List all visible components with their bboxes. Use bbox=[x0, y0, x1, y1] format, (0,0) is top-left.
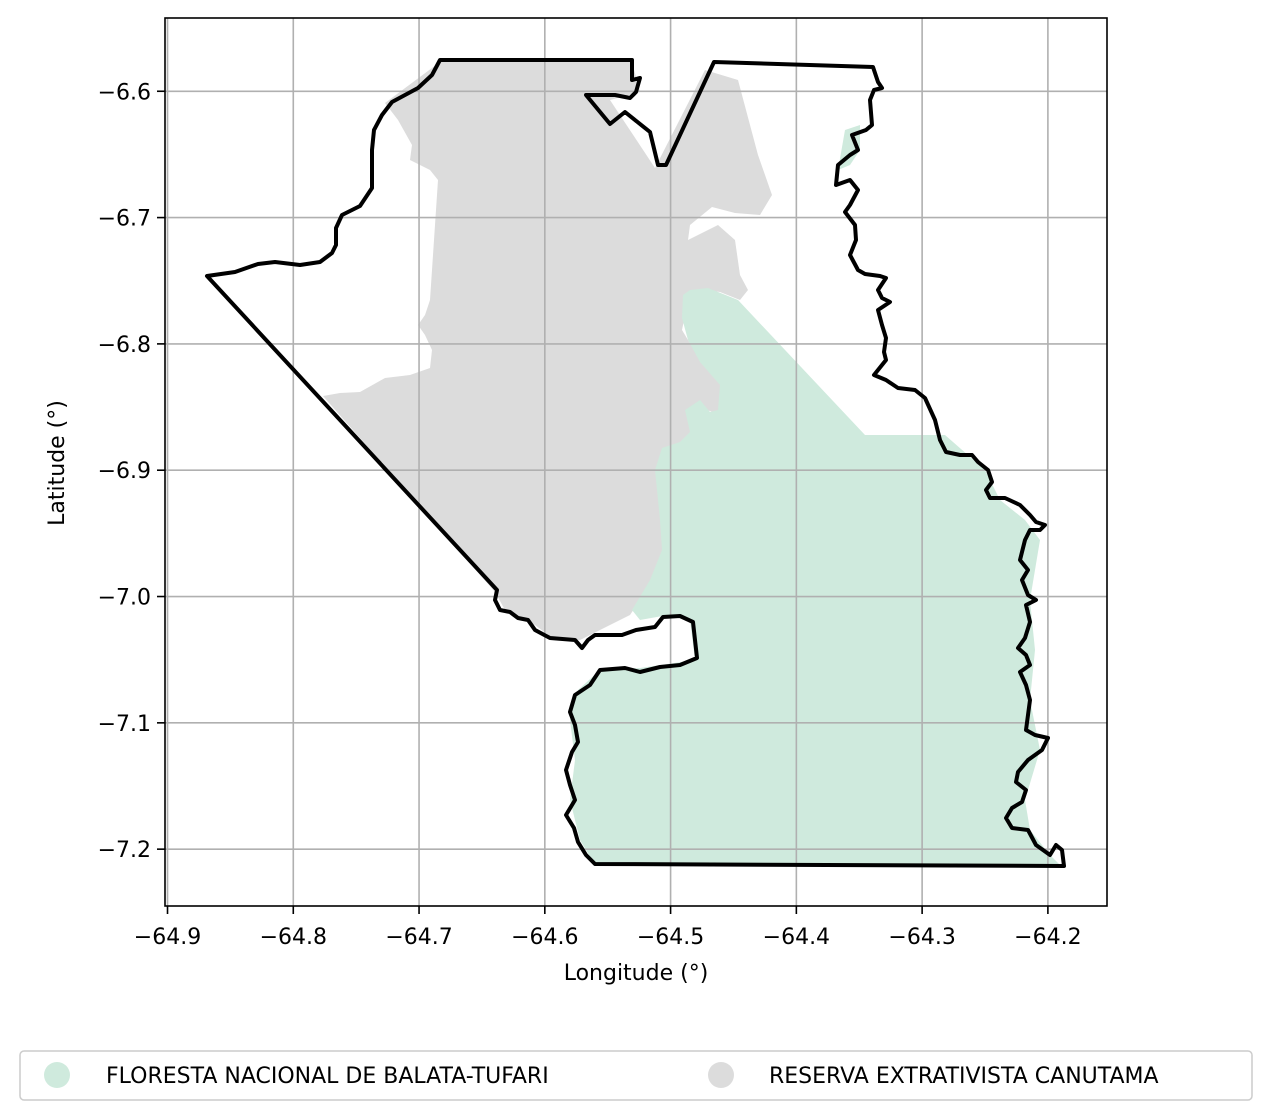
y-tick-label: −7.0 bbox=[98, 586, 151, 611]
legend-label-reserva: RESERVA EXTRATIVISTA CANUTAMA bbox=[769, 1064, 1159, 1089]
y-tick-label: −7.1 bbox=[98, 712, 151, 737]
y-tick-label: −7.2 bbox=[98, 838, 151, 863]
x-tick-label: −64.9 bbox=[134, 925, 201, 950]
x-tick-label: −64.2 bbox=[1014, 925, 1081, 950]
x-tick-label: −64.7 bbox=[385, 925, 452, 950]
grid-lines bbox=[165, 18, 1107, 906]
x-tick-label: −64.6 bbox=[511, 925, 578, 950]
y-axis-title: Latitude (°) bbox=[45, 400, 70, 526]
x-tick-label: −64.4 bbox=[763, 925, 830, 950]
y-tick-label: −6.7 bbox=[98, 207, 151, 232]
legend-marker-reserva bbox=[708, 1062, 734, 1088]
y-tick-label: −6.9 bbox=[98, 459, 151, 484]
legend: FLORESTA NACIONAL DE BALATA-TUFARI RESER… bbox=[19, 1050, 1253, 1101]
y-tick-label: −6.6 bbox=[98, 80, 151, 105]
legend-box bbox=[19, 1050, 1253, 1101]
legend-label-floresta: FLORESTA NACIONAL DE BALATA-TUFARI bbox=[106, 1064, 549, 1089]
plot-frame bbox=[164, 17, 1108, 907]
x-tick-label: −64.5 bbox=[637, 925, 704, 950]
y-axis-ticks: −6.6 −6.7 −6.8 −6.9 −7.0 −7.1 −7.2 bbox=[98, 80, 165, 863]
x-tick-label: −64.8 bbox=[260, 925, 327, 950]
floresta-nacional-de-balata-tufari-area bbox=[570, 288, 1060, 865]
y-tick-label: −6.8 bbox=[98, 333, 151, 358]
legend-marker-floresta bbox=[44, 1062, 70, 1088]
protected-area-boundary bbox=[205, 58, 1066, 868]
x-tick-label: −64.3 bbox=[888, 925, 955, 950]
x-axis-title: Longitude (°) bbox=[564, 961, 709, 986]
x-axis-ticks: −64.9 −64.8 −64.7 −64.6 −64.5 −64.4 −64.3 −64.2 bbox=[134, 906, 1082, 950]
